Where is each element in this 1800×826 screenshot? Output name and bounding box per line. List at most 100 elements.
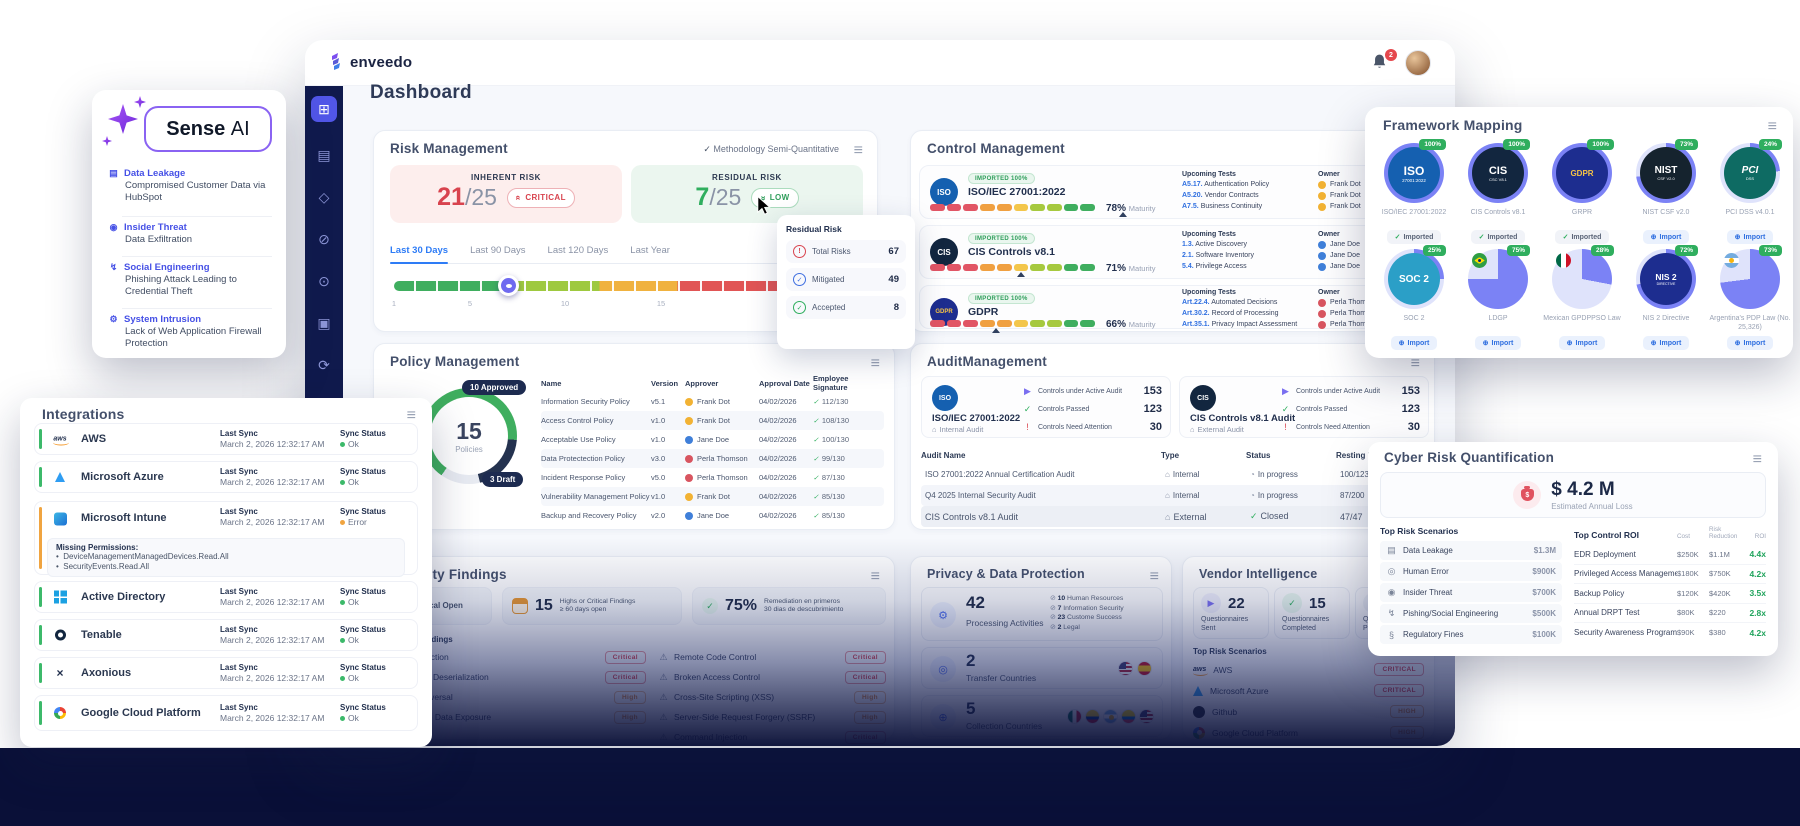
findings-menu-icon[interactable]: ≡ [870,568,880,585]
integration-row-azure[interactable]: Microsoft Azure Last Sync March 2, 2026 1… [34,461,418,493]
vendor-row[interactable]: Microsoft Azure CRITICAL [1193,680,1424,701]
finding-row[interactable]: ⚠ Command Injection Critical [658,727,886,747]
test-link[interactable]: A7.5. Business Continuity [1182,203,1263,210]
scenario-row: ◉ Insider Threat $700K [1380,583,1562,602]
control-row-cis[interactable]: CIS IMPORTED 100% CIS Controls v8.1 71% … [919,225,1428,279]
sidebar-item-risks[interactable]: ◇ [311,184,337,210]
critical-badge: «CRITICAL [506,187,575,208]
integration-row-axonious[interactable]: × Axonious Last Sync March 2, 2026 12:32:… [34,657,418,689]
policy-menu-icon[interactable]: ≡ [870,355,880,372]
vendor-row[interactable]: Github HIGH [1193,701,1424,722]
import-button[interactable]: ⊕ Import [1558,336,1606,350]
integration-row-intune[interactable]: Microsoft Intune Last Sync March 2, 2026 … [34,501,418,577]
vendor-list-header: Top Risk Scenarios [1193,647,1267,656]
policy-row[interactable]: Information Security Policy v5.1 Frank Dot… [541,397,849,406]
finding-row[interactable]: ⚠ Cross-Site Scripting (XSS) High [658,687,886,707]
import-button[interactable]: ⊕ Import [1474,336,1522,350]
tab-last-30-days[interactable]: Last 30 Days [390,245,449,264]
vendor-row[interactable]: aws AWS CRITICAL [1193,659,1424,680]
sidebar-item-investigate[interactable]: ⊙ [311,268,337,294]
audit-row[interactable]: CIS Controls v8.1 Audit ⌂ External ✓ Closed 4… [921,506,1424,527]
sidebar-item-organization[interactable]: ▤ [311,142,337,168]
integration-row-aws[interactable]: aws AWS Last Sync March 2, 2026 12:32:17 … [34,423,418,455]
argentina-flag [1724,253,1739,268]
owner: Perla Thomson [1318,308,1423,319]
sidebar-item-sync[interactable]: ⟳ [311,352,337,378]
col-signature: Employee Signature [813,374,849,392]
avatar[interactable] [1405,50,1431,76]
integrations-title: Integrations [42,406,125,422]
finding-row[interactable]: ⚠ Broken Access Control Critical [658,667,886,687]
slider-thumb[interactable] [498,275,520,296]
integrations-menu-icon[interactable]: ≡ [406,407,416,424]
framework-menu-icon[interactable]: ≡ [1767,118,1777,135]
imported-pill[interactable]: ✓ Imported [1554,230,1610,244]
sidebar-item-dashboard[interactable]: ⊞ [311,96,337,122]
policy-row[interactable]: Data Protectection Policy v3.0 Perla Thoms… [541,449,884,468]
integration-row-active-directory[interactable]: Active Directory Last Sync March 2, 2026 … [34,581,418,613]
sidebar-item-compliance[interactable]: ⊘ [311,226,337,252]
inherent-risk-card: INHERENT RISK 21/25 «CRITICAL [390,165,622,223]
privacy-menu-icon[interactable]: ≡ [1149,568,1159,585]
finding-row[interactable]: ⚠ Remote Code Control Critical [658,647,886,667]
control-row-iso[interactable]: ISO IMPORTED 100% ISO/IEC 27001:2022 78%… [919,165,1428,219]
policy-row[interactable]: Backup and Recovery Policy v2.0 Jane Doe 04… [541,511,845,520]
approved-badge: 10 Approved [462,380,527,395]
owner-header: Owner [1318,231,1340,238]
imported-pill[interactable]: ✓ Imported [1470,230,1526,244]
completed-value: 15 [1309,594,1326,612]
passed-icon: ✓ [1281,403,1290,414]
tab-last-90-days[interactable]: Last 90 Days [470,245,526,256]
test-link[interactable]: A5.17. Authentication Policy [1182,181,1270,188]
sidebar-item-tasks[interactable]: ▣ [311,310,337,336]
risk-menu-icon[interactable]: ≡ [853,142,863,159]
integration-row-tenable[interactable]: Tenable Last Sync March 2, 2026 12:32:17 … [34,619,418,651]
import-button[interactable]: ⊕ Import [1642,230,1690,244]
test-link[interactable]: 5.4. Privilege Access [1182,263,1247,270]
roi-row: Security Awareness Program $90K $380 4.2x [1574,627,1766,638]
policy-row[interactable]: Vulnerability Management Policy v1.0 Frank… [541,487,884,506]
test-link[interactable]: Art.35.1. Privacy Impact Assessment [1182,321,1298,328]
test-link[interactable]: Art.30.2. Record of Processing [1182,310,1279,317]
tab-last-120-days[interactable]: Last 120 Days [547,245,609,256]
severity-badge: Critical [604,670,646,684]
audit-row[interactable]: Q4 2025 Internal Security Audit ⌂ Internal… [921,485,1424,506]
tab-last-year[interactable]: Last Year [630,245,670,256]
test-link[interactable]: 2.1. Software Inventory [1182,252,1255,259]
crq-panel: Cyber Risk Quantification ≡ $ $ 4.2 M Es… [1368,442,1778,656]
imported-pill[interactable]: ✓ Imported [1386,230,1442,244]
audit-menu-icon[interactable]: ≡ [1410,355,1420,372]
sense-item[interactable]: ⚙ System Intrusion Lack of Web Applicatio… [109,314,262,349]
active-audit-icon: ▶ [1024,385,1031,396]
privacy-title: Privacy & Data Protection [927,567,1085,581]
sense-item[interactable]: ▤ Data Leakage Compromised Customer Data … [109,168,266,203]
test-link[interactable]: Art.22.4. Automated Decisions [1182,299,1278,306]
bell-icon[interactable]: 2 [1371,49,1397,73]
passed-icon: ✓ [1023,403,1032,414]
import-button[interactable]: ⊕ Import [1390,336,1438,350]
framework-cis: 100% CIS CSC V8.1 CIS Controls v8.1 ✓ Impo… [1457,139,1539,244]
us-flag [1118,661,1133,676]
policy-row[interactable]: Incident Response Policy v5.0 Perla Thomso… [541,473,845,482]
import-button[interactable]: ⊕ Import [1726,336,1774,350]
investigate-icon: ⊙ [318,272,330,289]
finding-row[interactable]: ⚠ Server-Side Request Forgery (SSRF) High [658,707,886,727]
test-link[interactable]: 1.3. Active Discovery [1182,241,1247,248]
import-button[interactable]: ⊕ Import [1642,336,1690,350]
integration-row-gcp[interactable]: Google Cloud Platform Last Sync March 2, … [34,695,418,731]
sense-item[interactable]: ◉ Insider Threat Data Exfiltration [109,222,193,245]
vendor-row[interactable]: Google Cloud Platform HIGH [1193,722,1424,743]
active-audit-icon: ▶ [1282,385,1289,396]
clock-icon: ◔ [1250,470,1255,479]
policy-row[interactable]: Access Control Policy v1.0 Frank Dot 04/02/… [541,411,884,430]
import-button[interactable]: ⊕ Import [1726,230,1774,244]
audit-row[interactable]: ISO 27001:2022 Annual Certification Audi… [925,470,1369,479]
control-row-gdpr[interactable]: GDPR IMPORTED 100% GDPR 66% Maturity Upc… [919,285,1428,333]
sense-item[interactable]: ↯ Social Engineering Phishing Attack Lead… [109,262,237,297]
warning-icon: ⚠ [659,671,668,682]
argentina-flag [1103,709,1118,724]
crq-menu-icon[interactable]: ≡ [1752,451,1762,468]
policy-row[interactable]: Acceptable Use Policy v1.0 Jane Doe 04/02/2… [541,435,849,444]
test-link[interactable]: A5.20. Vendor Contracts [1182,192,1259,199]
risk-slider[interactable] [394,275,851,296]
